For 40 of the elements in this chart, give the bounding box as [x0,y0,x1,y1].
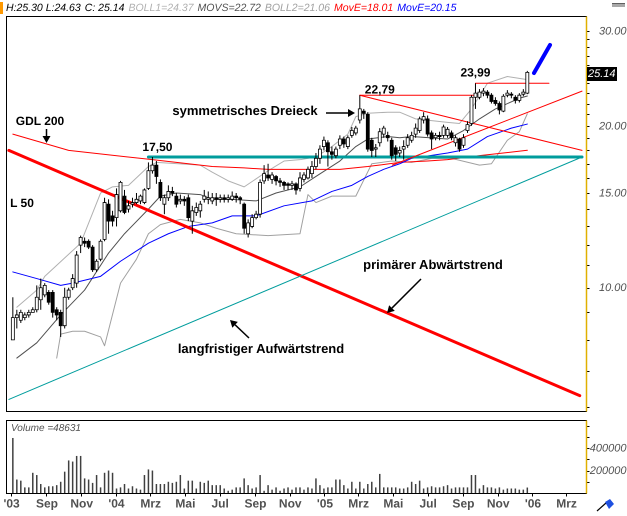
x-tick-label: Nov [278,496,302,510]
annotation: 17,50 [142,140,173,154]
x-tick-label: Mai [175,496,196,510]
x-tick-label: '04 [108,496,125,510]
annotation: primärer Abwärtstrend [363,257,503,272]
x-tick-label: Mrz [556,496,577,510]
annotation: symmetrisches Dreieck [172,103,318,118]
x-tick-label: Nov [486,496,510,510]
x-tick-label: Mai [383,496,404,510]
text: MOVS=22.72 [198,2,261,14]
y-tick-label: 30.00 [598,26,627,38]
text: BOLL1=24.37 [128,2,194,14]
x-tick-label: Sep [244,496,266,510]
annotation: L 50 [10,196,34,210]
annotation: langfristiger Aufwärtstrend [178,341,344,356]
annotation: 23,99 [460,65,491,80]
x-tick-label: '06 [524,496,542,510]
x-tick-label: Sep [36,496,58,510]
text: MovE=20.15 [397,2,456,14]
y-tick-label: 200000 [588,465,627,478]
x-tick-label: Sep [452,496,474,510]
x-tick-label: Mrz [140,496,161,510]
y-tick-label: 15.00 [598,188,627,200]
text: MovE=18.01 [334,2,394,14]
x-tick-label: Nov [70,496,94,510]
x-tick-label: Jul [211,496,229,510]
chart-title: Volume =48631 [11,423,81,434]
x-tick-label: '03 [4,496,20,510]
x-tick-label: '05 [316,496,334,510]
text: C: 25.14 [84,2,124,14]
text: 25.14 [587,68,616,80]
y-tick-label: 10.00 [598,282,627,294]
y-tick-label: 400000 [590,442,627,455]
annotation: 22,79 [364,82,396,96]
annotation: GDL 200 [16,114,65,128]
x-tick-label: Mrz [348,496,369,510]
text: H:25.30 L:24.63 [6,2,81,14]
text: BOLL2=21.06 [264,2,330,14]
x-tick-label: Jul [419,496,437,510]
y-tick-label: 20.00 [598,120,627,132]
